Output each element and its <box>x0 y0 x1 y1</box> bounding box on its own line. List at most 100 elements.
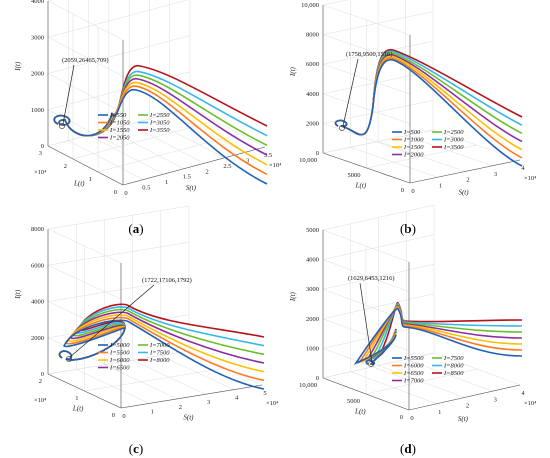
series-lines <box>58 303 265 390</box>
legend-entry: I=1500 <box>403 144 424 151</box>
legend-entry: I=7500 <box>443 355 464 362</box>
x-tick-label: 3 <box>494 171 497 178</box>
y-tick-label: 0 <box>401 187 404 194</box>
legend-entry: I=1050 <box>109 120 130 127</box>
z-tick-label: 1000 <box>31 107 44 114</box>
x-axis-title: S(t) <box>186 184 197 192</box>
x-exponent-label: ×10⁴ <box>269 162 282 169</box>
legend-entry: I=5500 <box>109 350 130 357</box>
legend-entry: I=7000 <box>403 378 424 385</box>
y-tick-label: 10,000 <box>299 382 317 389</box>
legend-entry: I=1000 <box>403 137 424 144</box>
z-tick-label: 0 <box>41 371 44 378</box>
z-tick-label: 8000 <box>31 226 44 233</box>
y-axis-title: L(t) <box>73 179 85 187</box>
panel-label: (d) <box>400 441 416 456</box>
x-axis-title: S(t) <box>458 415 469 423</box>
x-tick-label: 1 <box>165 179 168 186</box>
legend-entry: I=8500 <box>443 370 464 377</box>
panel-label: (b) <box>400 221 416 236</box>
z-tick-label: 8000 <box>306 32 319 39</box>
x-axis-title: S(t) <box>183 414 194 422</box>
series-line-6 <box>334 50 523 136</box>
legend-entry: I=7500 <box>149 350 170 357</box>
panel-a: 0 0.5 1 1.5 2 2.5 3 3.5 ×10⁴ 0 1 2 3 ×10⁴ 0 1000 2000 300… <box>14 0 282 236</box>
legend-entry: I=3550 <box>149 127 170 134</box>
legend-entry: I=2050 <box>109 135 130 142</box>
series-line-1 <box>334 59 523 167</box>
z-tick-label: 2000 <box>31 335 44 342</box>
legend-entry: I=1550 <box>109 127 130 134</box>
grid <box>47 0 266 186</box>
grid <box>322 0 521 184</box>
legend-entry: I=6000 <box>403 363 424 370</box>
y-tick-label: 2 <box>64 163 67 170</box>
x-tick-label: 0 <box>124 190 127 197</box>
equilibrium-marker <box>59 123 65 129</box>
legend-entry: I=5500 <box>403 355 424 362</box>
y-axis-title: L(t) <box>72 405 84 413</box>
equilibrium-marker <box>339 125 345 131</box>
x-exponent-label: ×10⁴ <box>266 400 279 407</box>
series-line-1 <box>58 319 265 390</box>
x-exponent-label: ×10⁴ <box>524 400 537 407</box>
legend-entry: I=2000 <box>403 152 424 159</box>
x-tick-label: 2 <box>466 177 469 184</box>
x-tick-label: 2 <box>466 403 469 410</box>
panel-c: 012345×10⁴012×10⁴02000400060008000S(t)L(… <box>14 205 279 456</box>
z-axis-title: I(t) <box>14 61 22 72</box>
y-axis-title: L(t) <box>354 408 366 416</box>
series-line-4 <box>334 54 523 143</box>
x-tick-label: 3 <box>207 399 210 406</box>
z-tick-label: 1000 <box>306 345 319 352</box>
legend-entry: I=5000 <box>109 342 130 349</box>
x-tick-label: 2.5 <box>223 163 231 170</box>
z-tick-label: 10,000 <box>301 2 319 9</box>
y-tick-label: 5000 <box>347 398 360 405</box>
x-axis-title: S(t) <box>458 189 469 197</box>
z-tick-label: 2000 <box>306 316 319 323</box>
series-line-7 <box>334 49 523 136</box>
legend-entry: I=6500 <box>403 370 424 377</box>
x-tick-label: 1 <box>438 409 441 416</box>
y-tick-label: 0 <box>400 414 403 421</box>
series-line-1 <box>53 89 268 185</box>
z-tick-label: 0 <box>41 143 44 150</box>
annotation-label: (2059,26465,709) <box>62 57 109 64</box>
legend-entry: I=550 <box>109 112 127 119</box>
legend-entry: I=3000 <box>443 137 464 144</box>
series-line-1 <box>353 308 523 366</box>
legend-entry: I=500 <box>403 129 421 136</box>
z-tick-label: 3000 <box>31 34 44 41</box>
annotation-arrow <box>342 58 359 127</box>
y-tick-label: 0 <box>112 412 115 419</box>
legend-entry: I=2550 <box>149 112 170 119</box>
x-tick-label: 4 <box>521 165 525 172</box>
y-tick-label: 5000 <box>348 172 361 179</box>
y-tick-label: 2 <box>39 378 42 385</box>
x-tick-label: 1 <box>439 182 442 189</box>
series-line-5 <box>334 52 523 136</box>
annotation-label: (1629,6453,1216) <box>348 275 395 282</box>
z-tick-label: 0 <box>316 150 319 157</box>
x-tick-label: 3 <box>246 157 249 164</box>
x-tick-label: 0 <box>411 188 414 195</box>
x-tick-label: 2 <box>206 168 209 175</box>
z-tick-label: 4000 <box>31 0 44 5</box>
z-tick-label: 2000 <box>306 120 319 127</box>
z-tick-label: 5000 <box>306 227 319 234</box>
x-tick-label: 1.5 <box>183 174 191 181</box>
y-exponent-label: ×10⁴ <box>34 397 47 404</box>
x-tick-label: 4 <box>235 395 239 402</box>
z-tick-label: 4000 <box>306 91 319 98</box>
y-tick-label: 3 <box>39 150 42 157</box>
annotation-arrow <box>359 282 373 363</box>
z-axis-title: I(t) <box>289 291 297 302</box>
series-lines <box>353 302 523 366</box>
panel-label: (c) <box>129 441 143 456</box>
annotation-label: (1758,9500,1516) <box>346 51 393 58</box>
